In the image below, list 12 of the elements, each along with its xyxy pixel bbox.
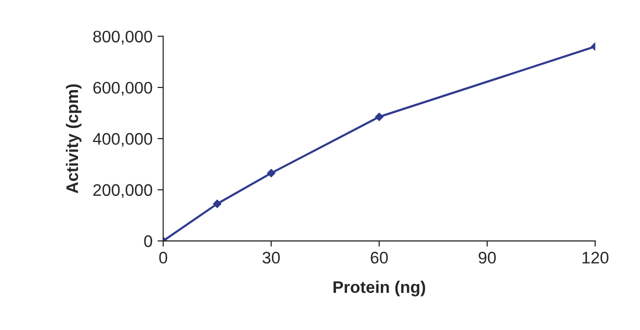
y-axis-title: Activity (cpm)	[66, 84, 82, 194]
x-axis-title: Protein (ng)	[334, 280, 426, 296]
x-tick-label: 30	[262, 252, 280, 264]
y-tick-label: 400,000	[92, 133, 152, 147]
y-tick-label: 600,000	[93, 82, 152, 96]
x-tick-label: 60	[370, 252, 388, 264]
y-tick-label: 800,000	[93, 30, 152, 44]
x-tick-label: 90	[478, 252, 496, 264]
x-tick-label: 0	[159, 252, 168, 264]
y-tick-label: 200,000	[93, 184, 152, 198]
y-tick-label: 0	[144, 235, 152, 248]
x-tick-label: 120	[582, 252, 608, 264]
